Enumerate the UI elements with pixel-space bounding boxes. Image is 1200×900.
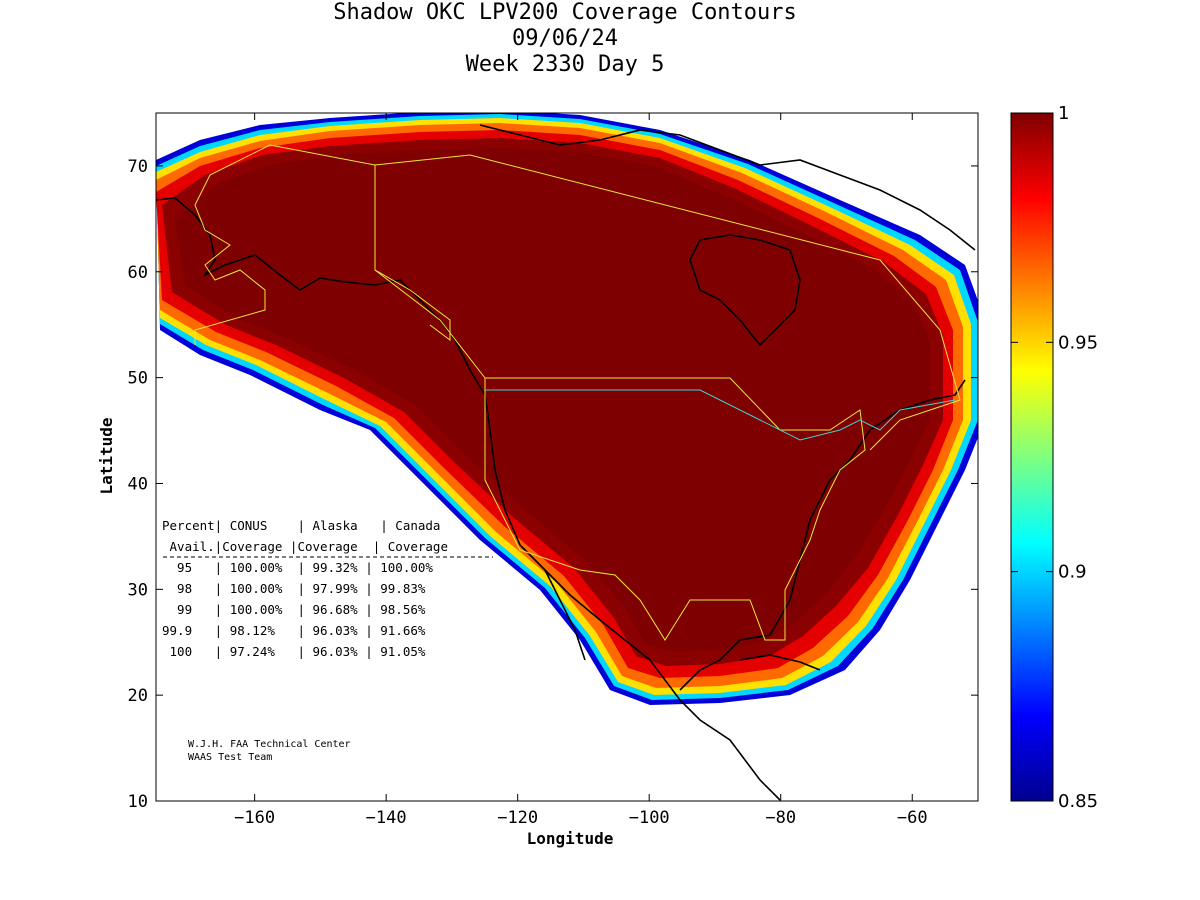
stats-row: 99 | 100.00% | 96.68% | 98.56% [162,602,426,617]
x-axis-ticks: −160 −140 −120 −100 −80 −60 [234,113,928,828]
plot-frame [155,112,979,802]
x-tick-label: −140 [366,808,407,828]
colorbar-ticks: 1 0.95 0.9 0.85 [1011,103,1098,812]
chart-title-line-3: Week 2330 Day 5 [465,52,665,77]
y-axis-label: Latitude [97,417,116,494]
y-tick-label: 50 [128,369,148,389]
credit-line-1: W.J.H. FAA Technical Center [188,739,351,750]
y-tick-label: 20 [128,686,148,706]
colorbar-tick-label: 1 [1058,103,1069,124]
coastlines [156,124,976,801]
credit-block: W.J.H. FAA Technical Center WAAS Test Te… [188,739,351,763]
stats-row: 100 | 97.24% | 96.03% | 91.05% [162,644,426,659]
colorbar [1010,112,1054,802]
coastline-baja [544,569,586,661]
stats-row: 98 | 100.00% | 97.99% | 99.83% [162,581,426,596]
coverage-stats-table: Percent| CONUS | Alaska | Canada Avail.|… [162,518,493,659]
colorbar-tick-label: 0.9 [1058,562,1087,583]
coastline-hudson [689,234,801,347]
x-tick-label: −120 [497,808,538,828]
boundary-alaska [194,144,451,345]
coastline-pacific [454,339,781,801]
y-tick-label: 40 [128,474,148,494]
x-tick-label: −160 [234,808,275,828]
fir-boundaries [194,144,961,641]
colorbar-tick-label: 0.95 [1058,332,1098,353]
chart-title-line-2: 09/06/24 [512,26,618,51]
credit-line-2: WAAS Test Team [188,752,272,763]
colorbar-tick-label: 0.85 [1058,791,1098,812]
stats-row: 95 | 100.00% | 99.32% | 100.00% [162,560,433,575]
y-tick-label: 60 [128,263,148,283]
y-tick-label: 10 [128,792,148,812]
coastline-alaska [156,197,456,341]
contour-interior [175,148,930,652]
y-tick-label: 30 [128,580,148,600]
x-tick-label: −80 [765,808,796,828]
x-axis-label: Longitude [527,829,614,848]
boundary-conus [484,377,866,641]
canada-border [485,389,956,441]
y-axis-ticks: 10 20 30 40 50 60 70 [128,157,978,812]
x-tick-label: −60 [897,808,928,828]
coastline-cuba [739,654,821,671]
x-tick-label: −100 [629,808,670,828]
boundary-canada [374,154,961,451]
chart-title-line-1: Shadow OKC LPV200 Coverage Contours [333,0,797,25]
stats-header-2: Avail.|Coverage |Coverage | Coverage [162,539,448,554]
y-tick-label: 70 [128,157,148,177]
stats-row: 99.9 | 98.12% | 96.03% | 91.66% [162,623,426,638]
stats-header-1: Percent| CONUS | Alaska | Canada [162,518,440,533]
coverage-contours [156,113,978,705]
coastline-arctic [479,124,976,251]
coastline-gulf-atlantic [679,379,966,691]
border-us-canada [485,389,956,441]
